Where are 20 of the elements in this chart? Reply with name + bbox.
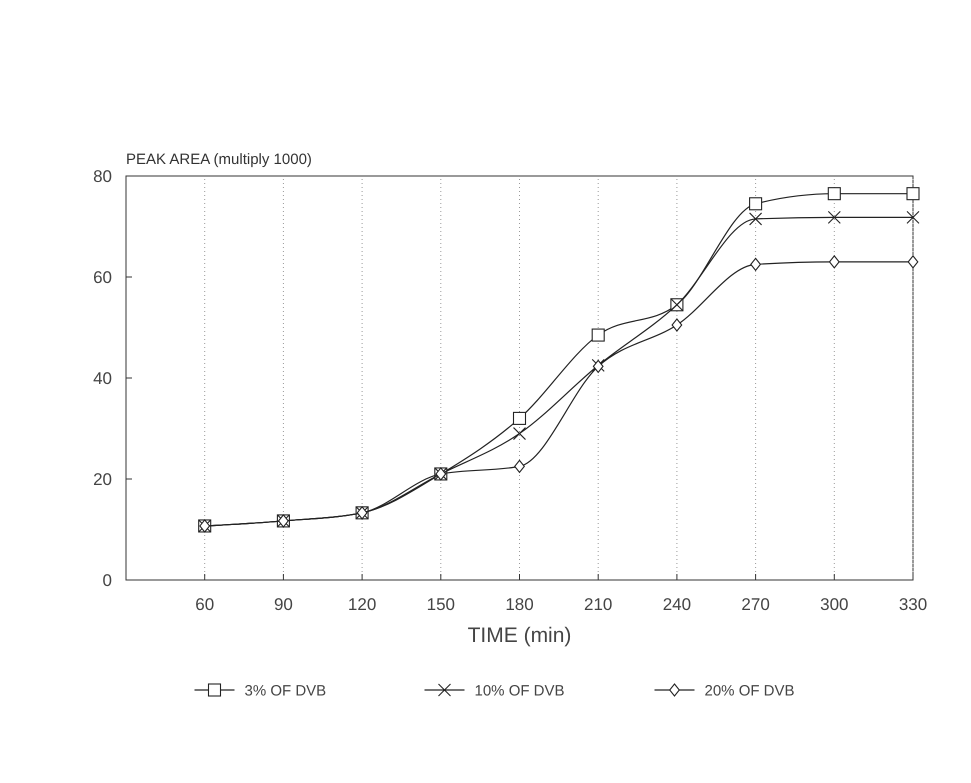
y-tick-label: 40 — [93, 368, 112, 388]
x-tick-label: 150 — [426, 595, 455, 614]
legend-label: 20% OF DVB — [704, 682, 795, 700]
x-tick-label: 210 — [584, 595, 612, 614]
x-tick-label: 240 — [662, 595, 692, 614]
y-tick-label: 60 — [93, 268, 112, 287]
y-tick-label: 80 — [93, 166, 112, 186]
y-axis-title: PEAK AREA (multiply 1000) — [126, 151, 312, 168]
y-tick-label: 20 — [93, 470, 112, 489]
x-tick-label: 330 — [898, 595, 928, 614]
x-tick-label: 180 — [505, 595, 534, 614]
x-tick-label: 60 — [195, 595, 214, 614]
x-tick-label: 300 — [820, 595, 848, 614]
y-tick-label: 0 — [102, 570, 112, 590]
x-tick-label: 270 — [741, 595, 770, 614]
legend-label: 3% OF DVB — [244, 682, 326, 700]
x-axis-title: TIME (min) — [468, 624, 572, 647]
legend-label: 10% OF DVB — [474, 682, 565, 700]
x-tick-label: 120 — [348, 595, 376, 614]
x-tick-label: 90 — [274, 595, 293, 614]
